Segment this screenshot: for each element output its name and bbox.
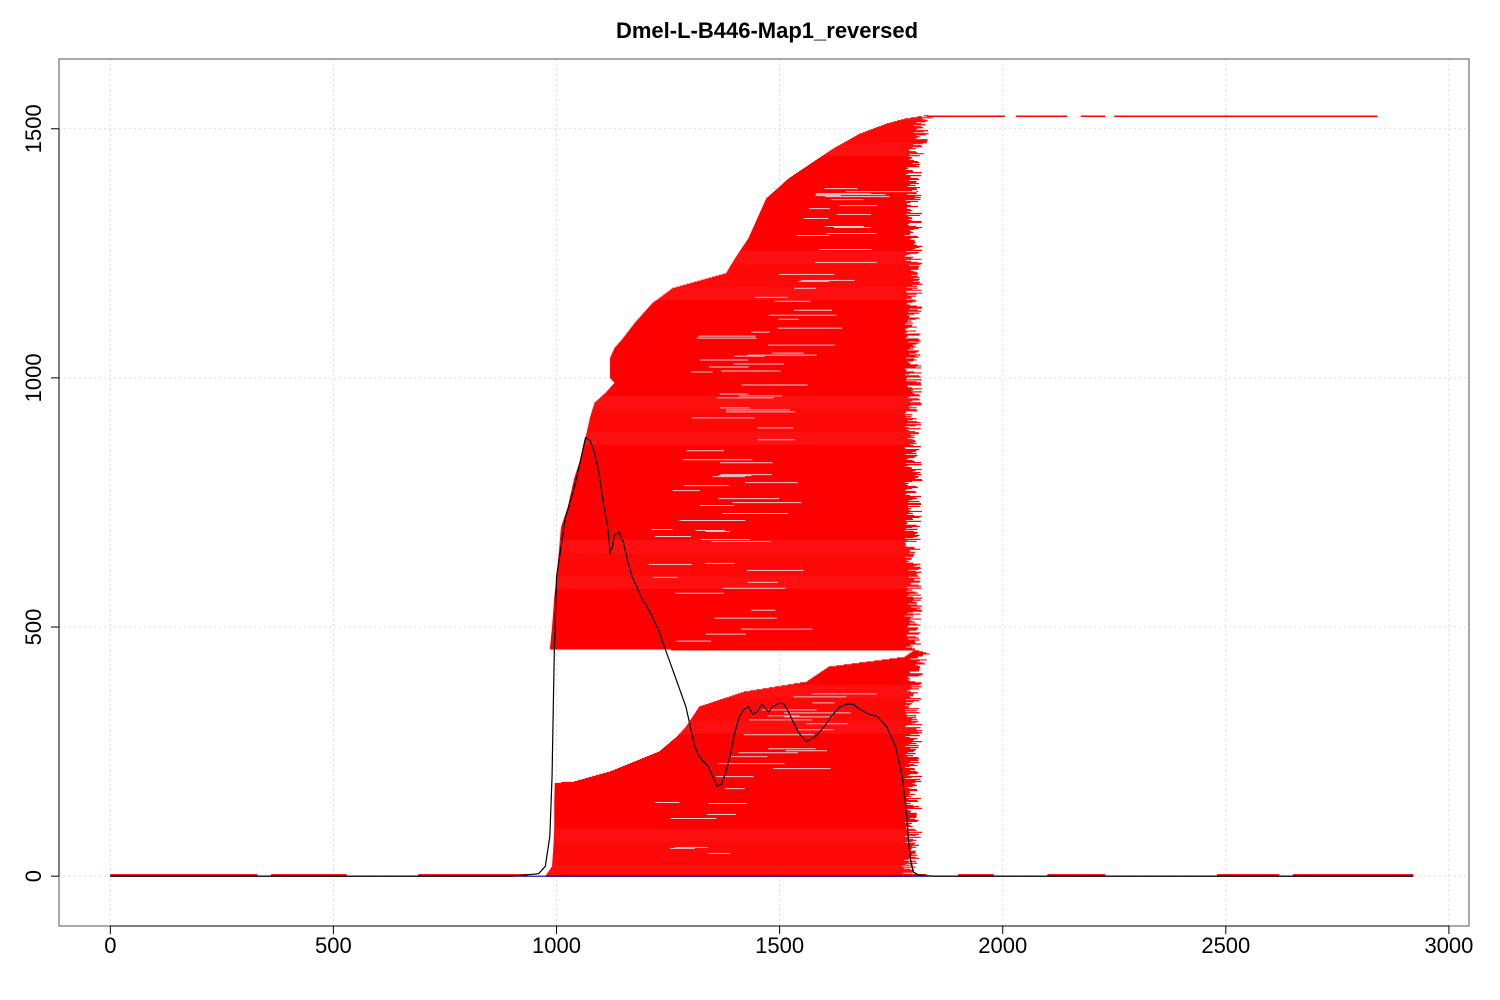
y-tick-label: 0 bbox=[21, 870, 46, 882]
y-tick-label: 1000 bbox=[21, 353, 46, 402]
coverage-line bbox=[110, 436, 1414, 877]
x-axis: 0 500 1000 1500 2000 2500 3000 bbox=[104, 925, 1473, 958]
x-tick-label: 2000 bbox=[978, 933, 1027, 958]
coverage-series-line bbox=[110, 436, 1414, 877]
y-axis: 0 500 1000 1500 bbox=[21, 104, 60, 882]
y-tick-label: 500 bbox=[21, 609, 46, 646]
chart-title: Dmel-L-B446-Map1_reversed bbox=[616, 18, 918, 43]
x-tick-label: 500 bbox=[315, 933, 352, 958]
x-tick-label: 2500 bbox=[1201, 933, 1250, 958]
x-tick-label: 0 bbox=[104, 933, 116, 958]
x-tick-label: 1500 bbox=[755, 933, 804, 958]
read-alignments bbox=[545, 115, 1378, 877]
y-tick-label: 1500 bbox=[21, 104, 46, 153]
x-tick-label: 1000 bbox=[532, 933, 581, 958]
x-tick-label: 3000 bbox=[1424, 933, 1473, 958]
